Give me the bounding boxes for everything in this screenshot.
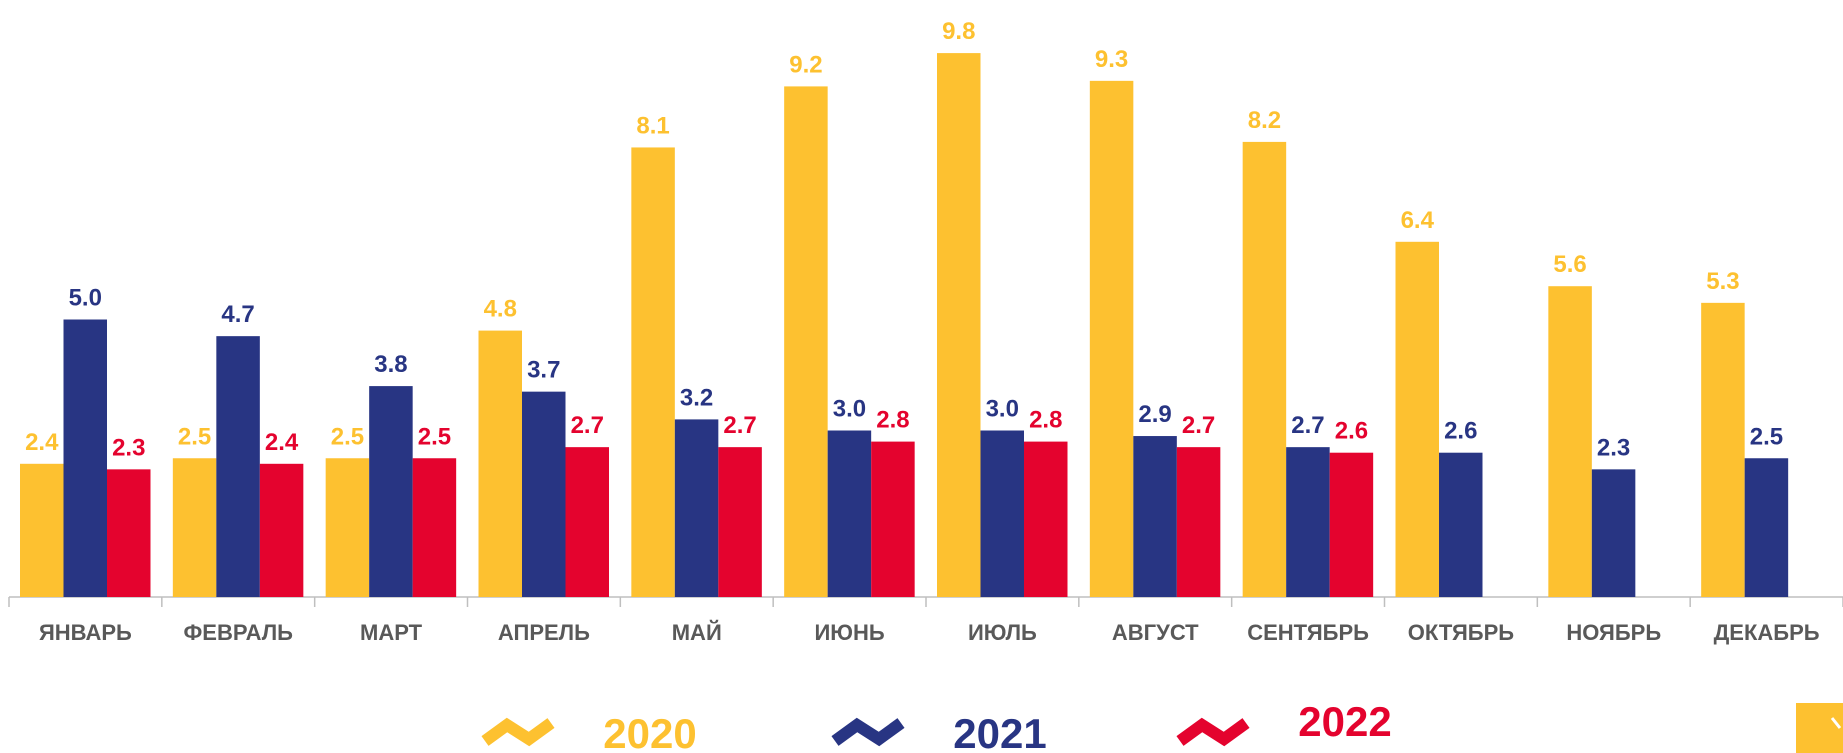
bar [1548, 286, 1592, 597]
bar [937, 53, 981, 598]
bar [478, 330, 522, 597]
value-label: 2.5 [1750, 423, 1783, 450]
value-label: 2.8 [1029, 407, 1062, 434]
value-label: 9.2 [789, 51, 822, 78]
bar [1591, 469, 1636, 597]
x-tick-label: АВГУСТ [1112, 620, 1199, 645]
value-label: 2.7 [1182, 412, 1215, 439]
bar [718, 447, 762, 597]
bar [1242, 141, 1287, 597]
bar [325, 458, 370, 597]
legend-swatch [481, 717, 555, 747]
bar [565, 447, 609, 597]
value-label: 2.4 [265, 429, 299, 456]
legend-swatch [1176, 717, 1250, 747]
value-label: 3.0 [833, 396, 866, 423]
x-tick-label: ИЮНЬ [814, 620, 884, 645]
value-label: 2.9 [1138, 401, 1171, 428]
value-label: 5.0 [69, 285, 102, 312]
value-label: 3.2 [680, 384, 713, 411]
bar [631, 147, 675, 597]
value-label: 9.3 [1095, 46, 1128, 73]
bar [20, 463, 64, 597]
bar [1329, 452, 1374, 597]
value-label: 2.8 [876, 407, 909, 434]
bar [522, 391, 566, 597]
bar [871, 441, 915, 597]
bar [63, 319, 107, 597]
bar [1133, 436, 1177, 597]
value-label: 2.6 [1335, 418, 1368, 445]
value-label: 2.3 [1597, 434, 1630, 461]
bar [1744, 458, 1789, 597]
legend-label: 2021 [953, 710, 1046, 753]
x-tick-label: ФЕВРАЛЬ [184, 620, 294, 645]
bar [216, 336, 260, 597]
bar [412, 458, 457, 597]
bar [259, 463, 304, 597]
x-tick-label: ЯНВАРЬ [39, 620, 132, 645]
bar [1176, 447, 1221, 597]
bar [1024, 441, 1068, 597]
value-label: 2.7 [723, 412, 756, 439]
bar [1089, 80, 1134, 598]
x-tick-label: ОКТЯБРЬ [1408, 620, 1515, 645]
x-tick-label: АПРЕЛЬ [498, 620, 590, 645]
value-label: 3.8 [374, 351, 407, 378]
bar [674, 419, 719, 597]
value-label: 6.4 [1401, 207, 1435, 234]
x-tick-label: СЕНТЯБРЬ [1247, 620, 1369, 645]
legend-swatch [831, 717, 905, 747]
x-tick-label: МАРТ [360, 620, 423, 645]
bar [784, 86, 828, 598]
legend-label: 2022 [1298, 698, 1391, 745]
x-tick-label: ДЕКАБРЬ [1714, 620, 1820, 645]
value-label: 2.7 [1291, 412, 1324, 439]
value-label: 2.3 [112, 434, 145, 461]
value-label: 2.5 [331, 423, 364, 450]
value-label: 8.2 [1248, 107, 1281, 134]
value-label: 5.3 [1706, 268, 1739, 295]
value-label: 2.5 [178, 423, 211, 450]
corner-chevron [1830, 717, 1842, 729]
bar [172, 458, 217, 597]
value-label: 3.7 [527, 357, 560, 384]
value-label: 5.6 [1553, 251, 1586, 278]
bar [1439, 452, 1483, 597]
value-label: 4.8 [484, 296, 517, 323]
value-label: 2.6 [1444, 418, 1477, 445]
bar [107, 469, 151, 597]
value-label: 2.4 [25, 429, 59, 456]
bar [369, 386, 413, 597]
value-label: 2.5 [418, 423, 451, 450]
value-label: 8.1 [636, 112, 669, 139]
bar [1286, 447, 1330, 597]
bar [1701, 302, 1745, 597]
legend-label: 2020 [603, 710, 696, 753]
x-tick-label: ИЮЛЬ [968, 620, 1037, 645]
value-label: 9.8 [942, 18, 975, 45]
bar [980, 430, 1024, 597]
corner-button[interactable] [1796, 703, 1843, 753]
value-label: 2.7 [571, 412, 604, 439]
bar [827, 430, 872, 597]
value-label: 3.0 [986, 396, 1019, 423]
value-label: 4.7 [221, 301, 254, 328]
x-tick-label: МАЙ [672, 620, 722, 645]
bar [1395, 241, 1439, 598]
x-tick-label: НОЯБРЬ [1566, 620, 1661, 645]
